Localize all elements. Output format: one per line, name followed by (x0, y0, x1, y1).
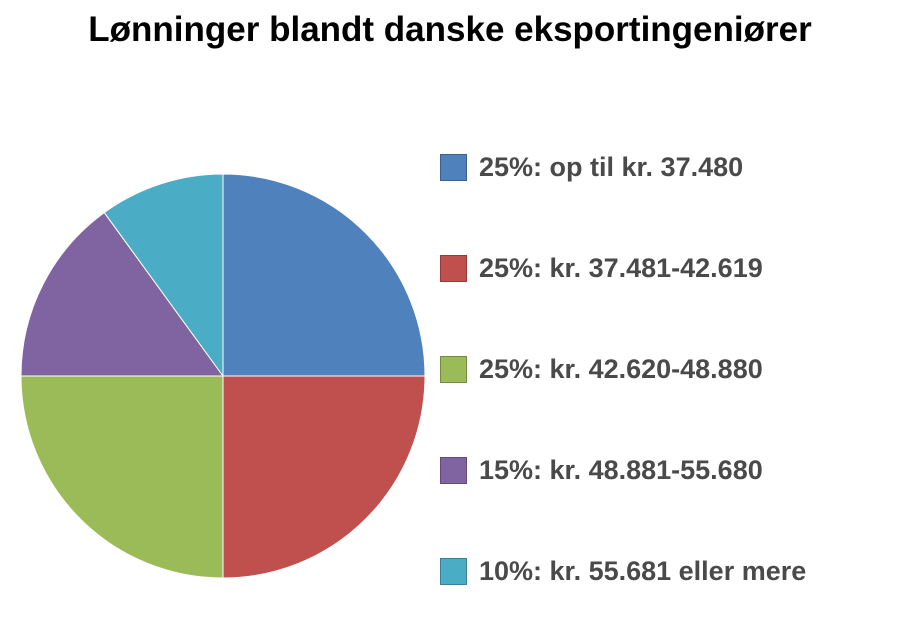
legend-swatch-2 (440, 255, 467, 282)
legend-item-3: 25%: kr. 42.620-48.880 (440, 319, 900, 420)
legend-item-1: 25%: op til kr. 37.480 (440, 117, 900, 218)
legend-item-2: 25%: kr. 37.481-42.619 (440, 218, 900, 319)
legend-label-5: 10%: kr. 55.681 eller mere (479, 556, 807, 586)
chart-title: Lønninger blandt danske eksportingeniøre… (88, 10, 812, 49)
chart-legend: 25%: op til kr. 37.480 25%: kr. 37.481-42… (440, 117, 900, 622)
legend-item-4: 15%: kr. 48.881-55.680 (440, 420, 900, 521)
pie-slice-1 (222, 173, 426, 377)
legend-label-1: 25%: op til kr. 37.480 (479, 152, 744, 182)
pie-slice-4 (20, 211, 224, 377)
pie-chart (20, 173, 426, 579)
legend-item-5: 10%: kr. 55.681 eller mere (440, 521, 900, 622)
legend-swatch-4 (440, 457, 467, 484)
legend-swatch-3 (440, 356, 467, 383)
legend-swatch-5 (440, 558, 467, 585)
legend-swatch-1 (440, 154, 467, 181)
pie-slice-5 (103, 173, 224, 378)
legend-label-2: 25%: kr. 37.481-42.619 (479, 253, 763, 283)
legend-label-4: 15%: kr. 48.881-55.680 (479, 455, 763, 485)
legend-label-3: 25%: kr. 42.620-48.880 (479, 354, 763, 384)
pie-slice-3 (20, 375, 224, 579)
pie-slice-2 (222, 375, 426, 579)
